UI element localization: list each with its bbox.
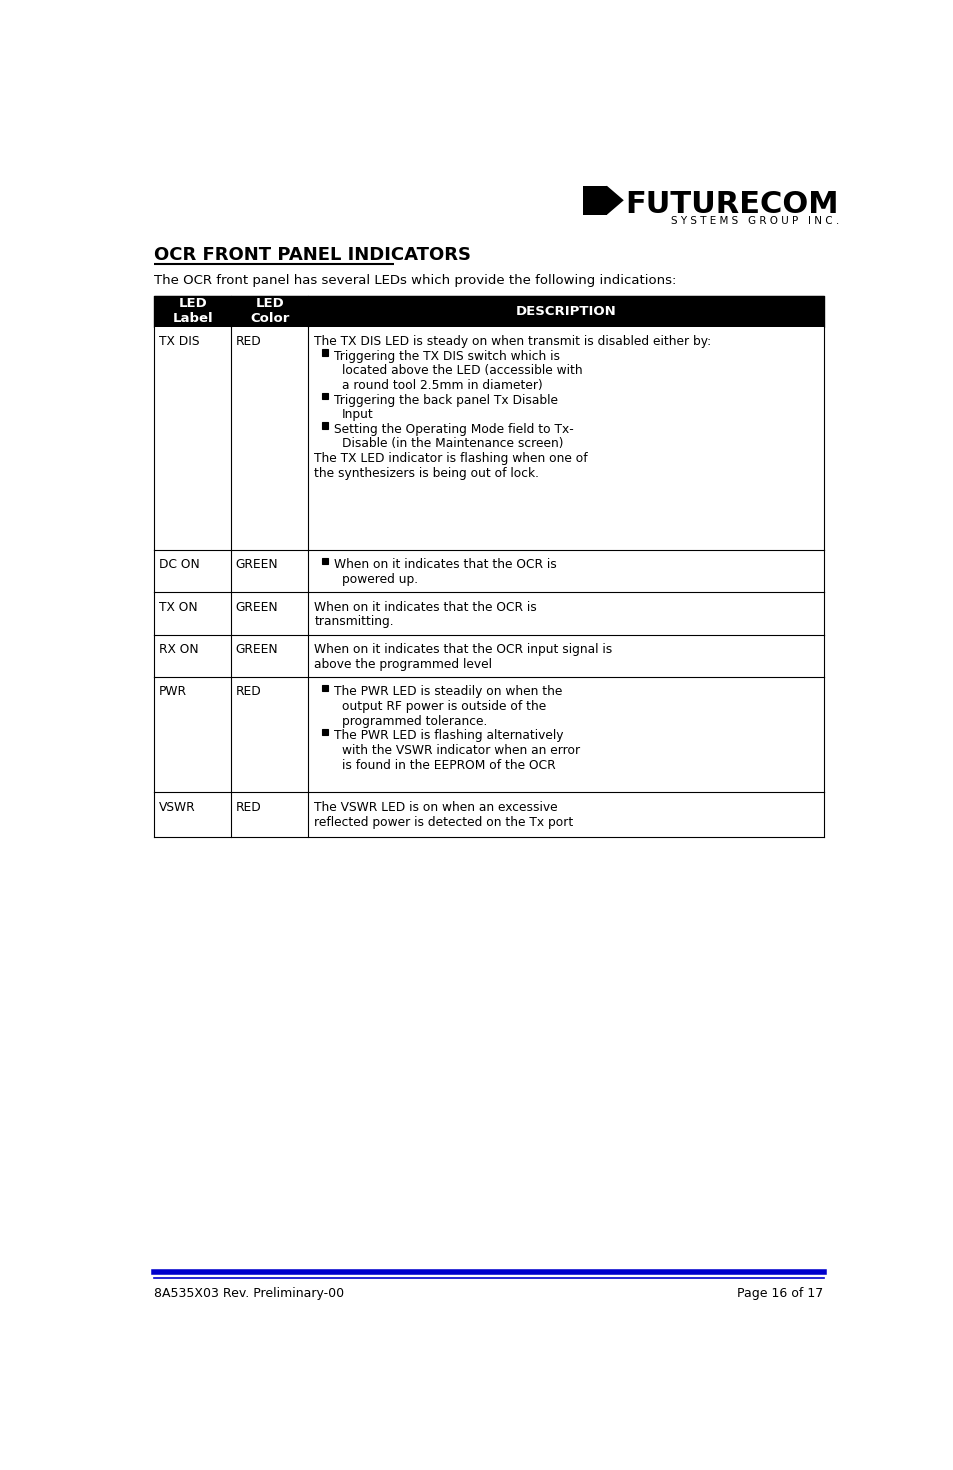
Text: with the VSWR indicator when an error: with the VSWR indicator when an error — [342, 744, 579, 757]
Text: When on it indicates that the OCR is: When on it indicates that the OCR is — [334, 559, 556, 572]
Text: S Y S T E M S   G R O U P   I N C .: S Y S T E M S G R O U P I N C . — [670, 216, 839, 226]
Text: RED: RED — [235, 801, 261, 814]
Text: RED: RED — [235, 335, 261, 348]
Text: The PWR LED is flashing alternatively: The PWR LED is flashing alternatively — [334, 729, 562, 742]
Bar — [321, 557, 328, 564]
Text: Page 16 of 17: Page 16 of 17 — [737, 1286, 822, 1299]
Text: When on it indicates that the OCR is: When on it indicates that the OCR is — [314, 601, 537, 613]
Bar — [154, 326, 822, 550]
Text: VSWR: VSWR — [158, 801, 195, 814]
Text: LED
Color: LED Color — [250, 297, 289, 325]
Bar — [154, 792, 822, 836]
Text: output RF power is outside of the: output RF power is outside of the — [342, 700, 546, 713]
Text: TX DIS: TX DIS — [158, 335, 199, 348]
Text: The VSWR LED is on when an excessive: The VSWR LED is on when an excessive — [314, 801, 558, 814]
Text: The TX LED indicator is flashing when one of: The TX LED indicator is flashing when on… — [314, 453, 587, 465]
Bar — [154, 676, 822, 792]
Text: 8A535X03 Rev. Preliminary-00: 8A535X03 Rev. Preliminary-00 — [154, 1286, 344, 1299]
Text: located above the LED (accessible with: located above the LED (accessible with — [342, 365, 582, 378]
Text: When on it indicates that the OCR input signal is: When on it indicates that the OCR input … — [314, 642, 612, 656]
Text: powered up.: powered up. — [342, 573, 418, 587]
Text: The OCR front panel has several LEDs which provide the following indications:: The OCR front panel has several LEDs whi… — [154, 275, 676, 287]
Polygon shape — [606, 185, 623, 215]
Text: GREEN: GREEN — [235, 601, 278, 613]
Text: FUTURECOM: FUTURECOM — [625, 190, 839, 219]
Bar — [583, 185, 606, 215]
Text: a round tool 2.5mm in diameter): a round tool 2.5mm in diameter) — [342, 379, 542, 392]
Bar — [321, 729, 328, 735]
Text: Triggering the back panel Tx Disable: Triggering the back panel Tx Disable — [334, 394, 558, 407]
Bar — [154, 295, 822, 326]
Text: is found in the EEPROM of the OCR: is found in the EEPROM of the OCR — [342, 759, 556, 772]
Text: Disable (in the Maintenance screen): Disable (in the Maintenance screen) — [342, 438, 563, 450]
Text: PWR: PWR — [158, 685, 187, 698]
Text: DESCRIPTION: DESCRIPTION — [515, 304, 616, 318]
Text: RED: RED — [235, 685, 261, 698]
Text: The TX DIS LED is steady on when transmit is disabled either by:: The TX DIS LED is steady on when transmi… — [314, 335, 711, 348]
Text: RX ON: RX ON — [158, 642, 198, 656]
Text: Setting the Operating Mode field to Tx-: Setting the Operating Mode field to Tx- — [334, 423, 573, 435]
Text: GREEN: GREEN — [235, 559, 278, 572]
Bar — [321, 685, 328, 691]
Text: DC ON: DC ON — [158, 559, 199, 572]
Text: The PWR LED is steadily on when the: The PWR LED is steadily on when the — [334, 685, 561, 698]
Bar — [154, 592, 822, 635]
Text: above the programmed level: above the programmed level — [314, 657, 492, 670]
Text: TX ON: TX ON — [158, 601, 197, 613]
Text: transmitting.: transmitting. — [314, 616, 394, 628]
Text: programmed tolerance.: programmed tolerance. — [342, 714, 487, 728]
Text: GREEN: GREEN — [235, 642, 278, 656]
Text: reflected power is detected on the Tx port: reflected power is detected on the Tx po… — [314, 816, 573, 829]
Text: Triggering the TX DIS switch which is: Triggering the TX DIS switch which is — [334, 350, 559, 363]
Text: OCR FRONT PANEL INDICATORS: OCR FRONT PANEL INDICATORS — [154, 245, 471, 263]
Text: the synthesizers is being out of lock.: the synthesizers is being out of lock. — [314, 466, 538, 479]
Bar — [154, 635, 822, 676]
Bar — [321, 348, 328, 356]
Bar — [321, 392, 328, 400]
Text: Input: Input — [342, 409, 374, 422]
Text: LED
Label: LED Label — [172, 297, 213, 325]
Bar — [321, 422, 328, 429]
Bar — [154, 550, 822, 592]
